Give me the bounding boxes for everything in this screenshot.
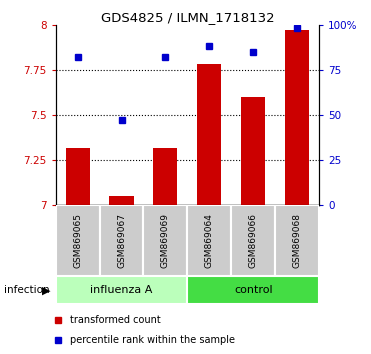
Title: GDS4825 / ILMN_1718132: GDS4825 / ILMN_1718132: [101, 11, 274, 24]
Bar: [144, 205, 187, 276]
Bar: [187, 205, 231, 276]
Text: infection: infection: [4, 285, 49, 295]
Text: GSM869066: GSM869066: [249, 213, 258, 268]
Bar: [99, 205, 144, 276]
Text: ▶: ▶: [42, 285, 50, 295]
Bar: [109, 196, 134, 205]
Bar: [285, 30, 309, 205]
Bar: [187, 276, 319, 304]
Bar: [56, 205, 99, 276]
Bar: [153, 148, 177, 205]
Bar: [241, 97, 265, 205]
Text: GSM869065: GSM869065: [73, 213, 82, 268]
Text: percentile rank within the sample: percentile rank within the sample: [70, 335, 235, 345]
Text: transformed count: transformed count: [70, 315, 161, 325]
Bar: [275, 205, 319, 276]
Bar: [56, 276, 187, 304]
Bar: [66, 148, 90, 205]
Bar: [197, 64, 221, 205]
Text: GSM869067: GSM869067: [117, 213, 126, 268]
Text: influenza A: influenza A: [90, 285, 153, 295]
Text: GSM869069: GSM869069: [161, 213, 170, 268]
Text: GSM869064: GSM869064: [205, 213, 214, 268]
Text: control: control: [234, 285, 273, 295]
Bar: [231, 205, 275, 276]
Text: GSM869068: GSM869068: [293, 213, 302, 268]
